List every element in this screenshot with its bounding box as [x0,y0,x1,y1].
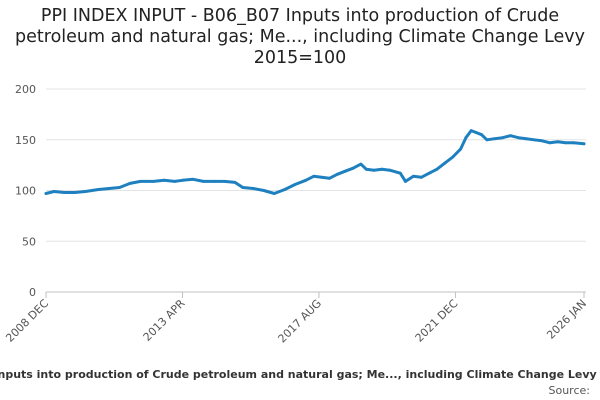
data-point [427,171,431,175]
x-tick-label: 2026 JAN [544,297,589,342]
y-tick-label: 50 [22,235,36,248]
data-point [152,180,156,183]
data-point [97,188,100,191]
data-point [63,191,66,194]
data-point [304,178,308,182]
data-point [469,129,473,133]
data-point [556,140,560,144]
data-point [343,169,347,173]
data-point [459,147,463,151]
data-point [202,180,205,183]
data-point [412,174,415,178]
data-point [524,137,528,141]
x-tick-label: 2013 APR [141,297,188,344]
data-point [223,180,226,183]
x-tick-label: 2017 AUG [276,297,325,346]
data-point [564,141,567,145]
y-tick-label: 100 [15,185,36,198]
data-point [335,172,339,176]
data-point [532,138,536,142]
data-point [364,167,368,171]
data-point [212,180,216,183]
data-point [293,183,297,186]
data-point [107,187,111,190]
data-point [328,176,331,180]
data-point [372,168,376,172]
data-point [262,189,266,192]
data-point [84,190,87,193]
data-point [509,134,512,138]
x-tick-label: 2008 DEC [3,297,51,345]
data-point [52,190,56,193]
data-point [475,131,478,135]
series-group [44,129,586,195]
data-point [312,174,316,178]
data-point [359,162,363,166]
data-point [404,180,407,183]
data-point [283,188,287,191]
y-tick-label: 0 [29,286,36,299]
data-point [173,180,177,183]
data-point [388,168,392,172]
data-point [493,137,497,141]
data-point [139,180,142,183]
data-point [464,136,468,140]
data-point [435,167,439,171]
y-tick-labels: 0 50 100 150 200 [15,83,36,299]
data-point [251,187,255,190]
chart-title: PPI INDEX INPUT - B06_B07 Inputs into pr… [15,6,585,68]
data-point [419,175,423,179]
x-axis-label: B06_B07 Inputs into production of Crude … [0,368,600,381]
gridlines [46,88,586,242]
data-point [73,191,77,194]
data-point [191,177,195,181]
data-point [572,141,575,145]
data-point [118,186,121,189]
data-point [320,175,323,179]
data-point [443,161,447,165]
data-point [501,136,504,140]
data-point [380,167,384,171]
data-point [480,133,483,137]
data-point [548,141,552,145]
data-point [351,166,355,170]
data-point [44,192,48,195]
y-tick-label: 200 [15,83,36,96]
data-point [128,182,132,185]
data-point [181,178,184,182]
x-tick-labels: 2008 DEC 2013 APR 2017 AUG 2021 DEC 2026 JAN [3,292,589,345]
data-point [485,138,489,142]
data-point [540,139,544,143]
data-point [241,186,245,189]
source-label: Source: [549,384,591,397]
data-point [233,181,237,184]
x-tick-label: 2021 DEC [413,297,461,345]
data-point [162,178,166,182]
data-point [517,136,520,140]
data-point [451,155,455,159]
data-point [272,192,276,195]
y-tick-label: 150 [15,134,36,147]
data-point [582,142,586,146]
data-point [398,171,402,175]
